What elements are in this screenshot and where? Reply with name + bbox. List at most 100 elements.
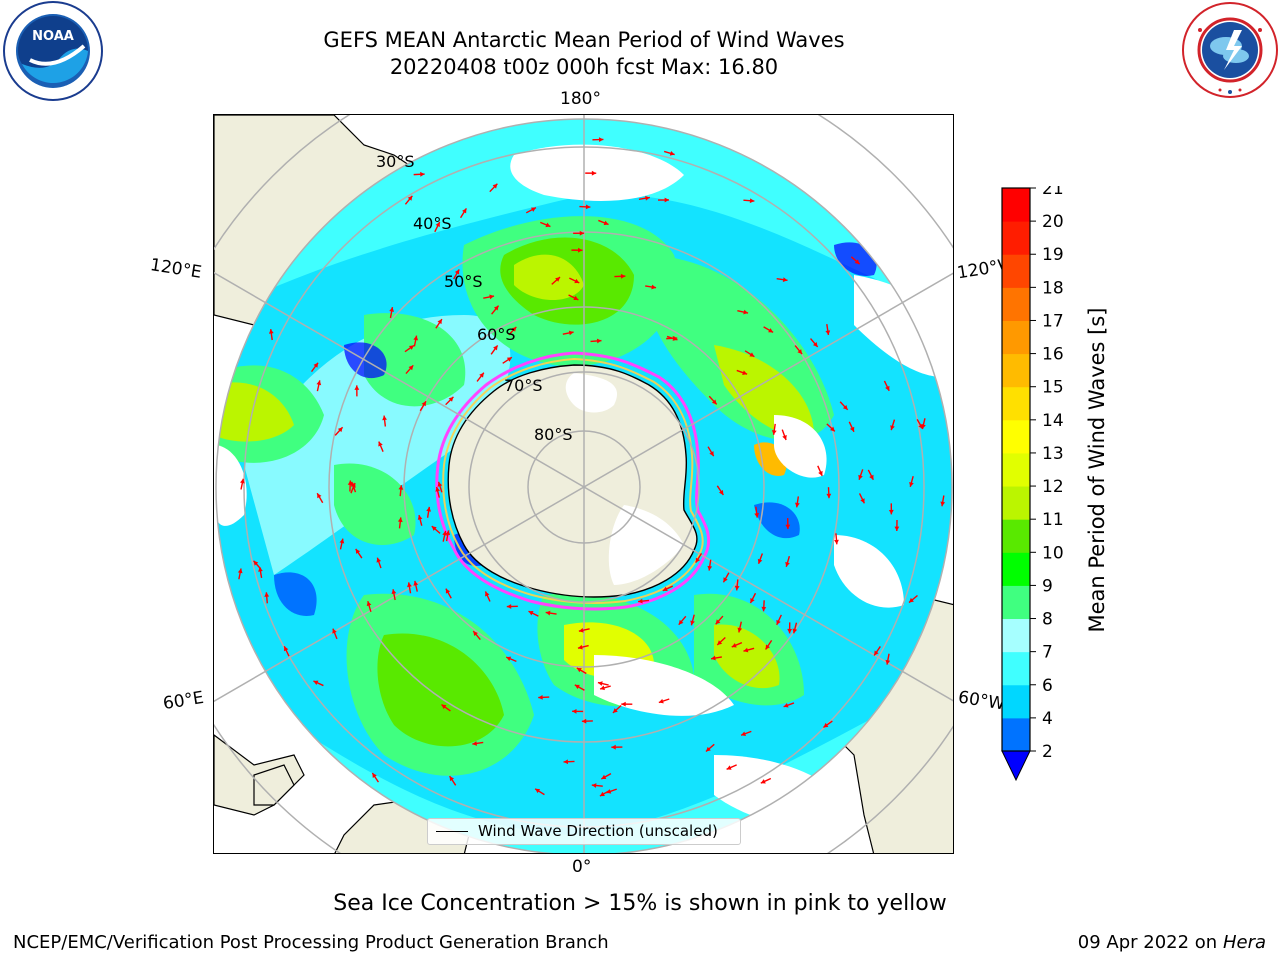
wind-wave-arrowhead	[795, 502, 800, 508]
wind-wave-arrowhead	[849, 426, 855, 432]
wind-wave-arrowhead	[894, 526, 900, 532]
wind-wave-arrowhead	[611, 744, 616, 750]
wind-wave-arrowhead	[407, 195, 413, 201]
wind-wave-arrowhead	[577, 644, 583, 650]
wind-wave-arrowhead	[591, 170, 597, 176]
wind-wave-arrowhead	[742, 370, 748, 375]
wind-wave-arrowhead	[316, 380, 322, 386]
colorbar-segment	[1002, 452, 1030, 487]
colorbar-segment	[1002, 684, 1030, 719]
colorbar-tick-label: 16	[1042, 345, 1064, 365]
wind-wave-arrowhead	[842, 404, 848, 410]
map-panel: 30°S 40°S 50°S 60°S 70°S 80°S	[213, 114, 954, 854]
colorbar-tick-label: 21	[1042, 186, 1064, 199]
wind-wave-arrowhead	[743, 309, 749, 315]
wind-wave-arrowhead	[601, 774, 607, 779]
wind-wave-arrowhead	[535, 788, 541, 794]
wind-wave-arrowhead	[426, 506, 432, 512]
wind-wave-arrowhead	[313, 362, 319, 368]
nws-logo	[1182, 2, 1278, 98]
wind-wave-arrowhead	[782, 435, 787, 440]
wind-wave-arrowhead	[398, 485, 404, 490]
lat-label-70s: 70°S	[504, 376, 543, 395]
footer-date-text: 09 Apr 2022 on	[1077, 932, 1218, 953]
lon-label-60w: 60°W	[956, 687, 1007, 715]
wind-wave-arrowhead	[578, 247, 583, 253]
colorbar-segment	[1002, 320, 1030, 355]
wind-wave-arrowhead	[621, 701, 626, 707]
colorbar-tick-label: 7	[1042, 643, 1053, 663]
wind-wave-arrowhead	[366, 601, 372, 607]
wind-wave-arrowhead	[765, 644, 771, 650]
land-madagascar	[253, 764, 295, 806]
wind-wave-arrowhead	[591, 783, 597, 788]
map-subtitle-forecast: 20220408 t00z 000h fcst Max: 16.80	[389, 55, 779, 79]
wind-wave-arrowhead	[413, 580, 419, 586]
colorbar-segment	[1002, 221, 1030, 255]
colorbar-segment	[1002, 618, 1030, 653]
wind-wave-arrowhead	[596, 338, 602, 344]
wind-wave-arrowhead	[749, 352, 755, 357]
colorbar-tick-label: 4	[1042, 709, 1053, 729]
wind-wave-arrowhead	[658, 698, 664, 704]
colorbar-segment	[1002, 651, 1030, 686]
wind-wave-arrowhead	[389, 307, 395, 312]
wind-wave-arrowhead	[638, 598, 643, 604]
wind-wave-arrowhead	[860, 498, 865, 504]
wind-wave-arrowhead	[709, 451, 714, 457]
wind-wave-arrowhead	[378, 441, 383, 447]
wind-wave-arrowhead	[858, 474, 863, 480]
footer-system: Hera	[1222, 932, 1266, 953]
wind-wave-arrowhead	[885, 659, 891, 665]
wind-wave-arrowhead	[421, 401, 426, 407]
wind-wave-arrowhead	[749, 198, 755, 204]
wind-wave-arrowhead	[576, 667, 582, 673]
wind-wave-arrowhead	[888, 509, 894, 515]
wind-wave-arrowhead	[479, 372, 484, 378]
wind-wave-arrowhead	[417, 515, 423, 520]
footer-date: 09 Apr 2022 on Hera	[1078, 932, 1266, 954]
wind-wave-arrowhead	[445, 588, 451, 594]
colorbar-segment	[1002, 287, 1030, 321]
legend-label: Wind Wave Direction (unscaled)	[478, 822, 718, 840]
wind-wave-arrowhead	[782, 277, 788, 283]
wind-wave-arrowhead	[783, 702, 789, 708]
wind-wave-arrowhead	[563, 759, 569, 765]
wind-wave-arrowhead	[711, 655, 716, 661]
colorbar-tick-label: 20	[1042, 212, 1064, 232]
wind-wave-arrowhead	[506, 357, 512, 362]
colorbar-segment	[1002, 188, 1030, 222]
wind-wave-arrowhead	[812, 342, 818, 347]
legend-line-sample	[436, 831, 468, 832]
wind-wave-arrowhead	[754, 512, 760, 518]
wind-wave-arrowhead	[506, 604, 512, 609]
lat-label-80s: 80°S	[534, 425, 573, 444]
wind-wave-arrowhead	[449, 776, 455, 782]
wind-wave-arrowhead	[545, 610, 551, 616]
wind-wave-arrowhead	[408, 365, 414, 371]
wind-wave-arrowhead	[283, 646, 289, 652]
lon-label-60e: 60°E	[161, 687, 206, 715]
wind-wave-arrowhead	[435, 221, 440, 227]
colorbar-tick-label: 10	[1042, 543, 1064, 563]
wind-wave-arrows	[237, 137, 946, 797]
wind-wave-arrowhead	[581, 718, 587, 724]
lat-label-50s: 50°S	[444, 272, 483, 291]
wind-wave-arrowhead	[489, 294, 495, 300]
colorbar-label: Mean Period of Wind Waves [s]	[1085, 307, 1109, 633]
wind-wave-arrowhead	[690, 620, 695, 626]
wind-wave-arrowhead	[612, 708, 618, 713]
wind-wave-arrowhead	[339, 538, 345, 544]
wind-wave-arrowhead	[437, 481, 443, 487]
lat-label-60s: 60°S	[477, 325, 516, 344]
wind-wave-arrowhead	[555, 277, 560, 282]
colorbar-segment	[1002, 254, 1030, 288]
colorbar-segment	[1002, 717, 1030, 752]
wind-wave-arrowhead	[473, 631, 478, 637]
noaa-logo-text: NOAA	[32, 29, 74, 44]
wind-wave-arrowhead	[408, 345, 414, 350]
wind-wave-arrowhead	[258, 567, 263, 572]
wind-wave-arrowhead	[785, 561, 790, 567]
colorbar-tick-label: 8	[1042, 610, 1053, 630]
wind-wave-arrowhead	[442, 530, 447, 536]
